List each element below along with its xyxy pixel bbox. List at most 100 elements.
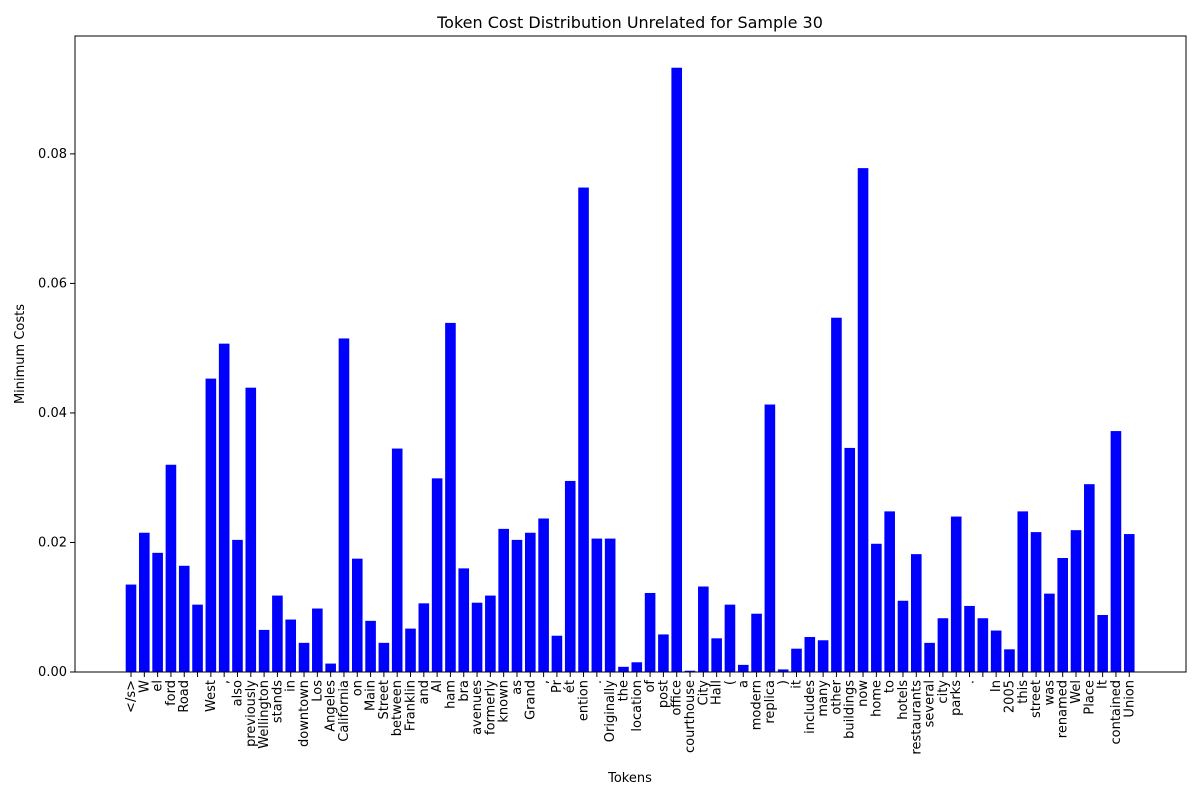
x-tick-label: West (204, 680, 219, 712)
bar (511, 539, 523, 672)
x-tick-label: 2005 (1002, 680, 1017, 713)
x-tick-label: Originally (603, 680, 618, 742)
bar (298, 642, 310, 672)
x-tick-label: now (856, 680, 871, 707)
x-tick-label: Grand (523, 680, 538, 720)
x-tick-label: hotels (896, 680, 911, 720)
y-tick-label: 0.06 (38, 276, 67, 291)
bar (631, 662, 643, 672)
x-tick-label: contained (1109, 680, 1124, 745)
x-tick-label: City (696, 680, 711, 706)
bar (312, 608, 323, 672)
x-tick-label: known (497, 680, 512, 723)
bar (871, 543, 882, 672)
bar (1070, 530, 1082, 672)
x-tick-label: ention (577, 680, 592, 721)
bar (604, 538, 616, 672)
y-axis-label: Minimum Costs (13, 304, 28, 404)
x-tick-label: courthouse (683, 680, 698, 753)
bar (724, 604, 736, 672)
x-tick-label: Los (310, 680, 325, 702)
bar (857, 168, 869, 672)
x-tick-label: bra (457, 680, 472, 702)
bar (1017, 511, 1029, 672)
x-tick-label: . (590, 680, 605, 684)
x-tick-label: downtown (297, 680, 312, 747)
x-tick-label: on (350, 680, 365, 696)
bar (844, 447, 856, 672)
bar (591, 538, 603, 672)
bar (258, 629, 270, 672)
bar (538, 518, 549, 672)
bar (777, 669, 789, 672)
x-tick-label: </s> (124, 680, 139, 713)
x-tick-label: buildings (843, 680, 858, 739)
bar (245, 387, 257, 672)
bar (272, 595, 283, 672)
bar (831, 317, 842, 672)
x-tick-label: it (790, 680, 805, 689)
x-tick-label: Wellington (257, 680, 272, 749)
x-tick-label: Al (430, 680, 445, 693)
x-tick-label: In (989, 680, 1004, 692)
x-tick-label: a (736, 680, 751, 688)
bar (658, 634, 669, 672)
x-tick-label: to (883, 680, 898, 693)
x-tick-label: ham (443, 680, 458, 709)
x-tick-label: as (510, 680, 525, 695)
bar (564, 480, 576, 672)
bar (431, 478, 443, 672)
bar (950, 516, 962, 672)
bar (1004, 649, 1015, 672)
x-tick-label: several (923, 680, 938, 727)
bar (684, 670, 696, 672)
x-tick-label: previously (244, 680, 259, 747)
x-tick-label: includes (803, 680, 818, 734)
y-tick-label: 0.00 (38, 665, 67, 680)
x-tick-label: of (643, 680, 658, 693)
x-tick-label: Hall (710, 680, 725, 705)
plot-frame (74, 35, 1187, 673)
x-tick-label: el (151, 680, 166, 692)
x-tick-label: It (1096, 680, 1111, 689)
x-tick-label: , (537, 680, 552, 684)
x-tick-label: Road (177, 680, 192, 713)
x-tick-label: W (137, 680, 152, 693)
x-tick-label: other (829, 679, 844, 714)
bar (884, 511, 895, 672)
bar (751, 613, 762, 672)
bar (990, 630, 1002, 672)
x-tick-label: ( (723, 680, 738, 685)
x-tick-label: home (869, 680, 884, 717)
bar (551, 635, 563, 672)
bar (232, 539, 243, 672)
bar (152, 552, 163, 672)
x-tick-label: renamed (1056, 680, 1071, 738)
y-tick-label: 0.08 (38, 147, 67, 162)
bar (671, 67, 683, 673)
x-axis-label: Tokens (607, 771, 652, 786)
bar (977, 618, 989, 672)
x-tick-label: was (1042, 680, 1057, 706)
bar (1044, 593, 1055, 672)
x-tick-label: restaurants (909, 680, 924, 755)
x-tick-label: Main (364, 680, 379, 711)
bar (325, 663, 336, 672)
chart-title: Token Cost Distribution Unrelated for Sa… (436, 13, 823, 32)
x-tick-label: location (630, 680, 645, 732)
x-tick-label: many (816, 680, 831, 717)
x-tick-label: street (1029, 680, 1044, 718)
bar (165, 464, 177, 672)
bar (351, 558, 363, 672)
bar (498, 528, 509, 672)
x-tick-label: Franklin (404, 680, 419, 731)
x-tick-label: post (656, 680, 671, 708)
x-tick-label: city (936, 680, 951, 704)
x-tick-label: between (390, 680, 405, 736)
bar (178, 565, 190, 672)
bar (458, 568, 470, 672)
x-tick-label: formerly (483, 680, 498, 735)
x-tick-label: parks (949, 680, 964, 716)
bar (897, 600, 909, 672)
